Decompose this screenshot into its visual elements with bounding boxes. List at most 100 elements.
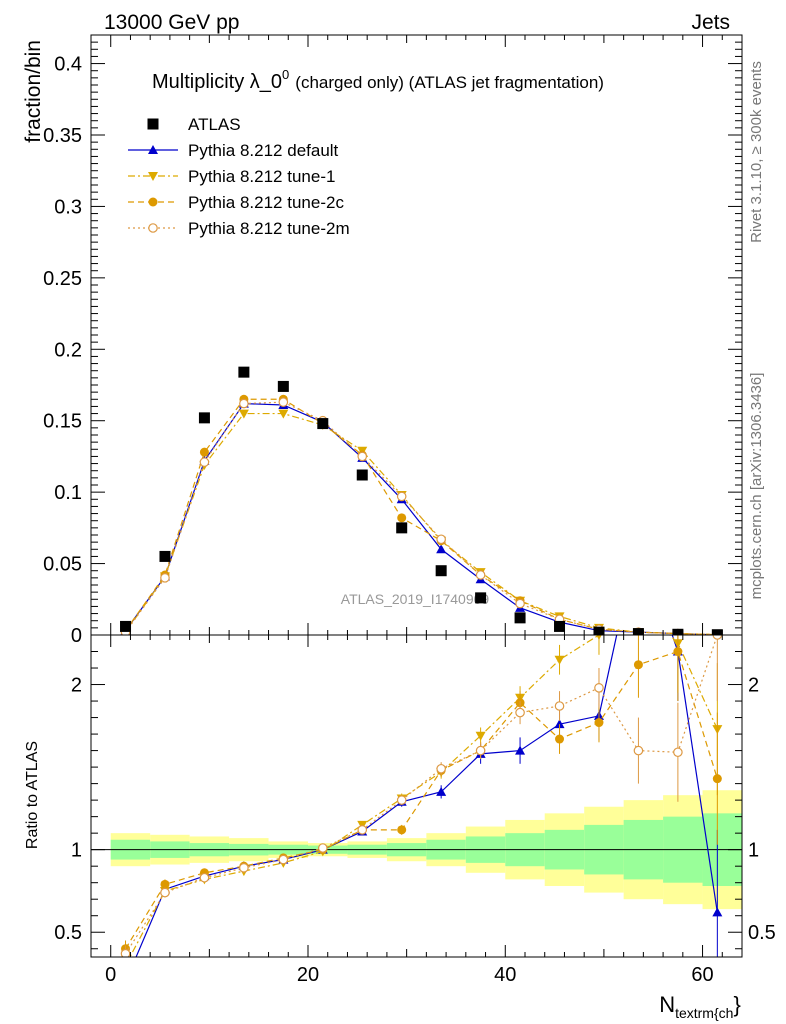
main-y-tick-label: 0.2 [54, 339, 82, 361]
main-y-tick-label: 0.1 [54, 482, 82, 504]
title-main: Multiplicity λ_0 [152, 71, 282, 93]
main-y-tick-label: 0.4 [54, 54, 82, 76]
main-series-point [436, 544, 447, 554]
main-series-point [515, 598, 525, 609]
main-y-tick-label: 0.25 [43, 268, 82, 290]
atlas-data-point [632, 628, 644, 635]
legend-marker [147, 118, 159, 130]
legend-marker [148, 172, 158, 181]
ratio-y-tick-label: 2 [71, 675, 82, 697]
ratio-series-point [633, 531, 643, 540]
legend-label: Pythia 8.212 default [188, 141, 339, 160]
mcplots-label: mcplots.cern.ch [arXiv:1306.3436] [748, 373, 765, 600]
main-series-point [199, 457, 210, 467]
ratio-series-point [397, 825, 407, 835]
atlas-data-point [238, 366, 250, 378]
ratio-series-point [633, 660, 643, 670]
ratio-y-tick-label-right: 0.5 [748, 922, 776, 944]
x-tick-label: 20 [297, 964, 319, 986]
x-axis-label: Ntextrm{ch} [659, 992, 741, 1021]
ratio-series-point [199, 872, 210, 883]
ratio-series-point [633, 598, 643, 607]
main-y-tick-label: 0.3 [54, 196, 82, 218]
atlas-data-point [120, 620, 132, 632]
ratio-series-line [135, 635, 718, 957]
atlas-data-point [159, 550, 171, 562]
ratio-series-line [129, 635, 718, 957]
ratio-y-tick-label: 0.5 [54, 922, 82, 944]
x-tick-label: 60 [691, 964, 713, 986]
atlas-data-point [435, 565, 447, 577]
main-y-tick-label: 0 [71, 625, 82, 647]
atlas-data-point [317, 418, 329, 430]
ratio-series-point [515, 745, 526, 755]
main-y-tick-label: 0.15 [43, 411, 82, 433]
ratio-series-point [160, 887, 170, 898]
atlas-data-point [356, 469, 368, 481]
ratio-series-point [396, 795, 407, 805]
atlas-data-point [396, 522, 408, 534]
atlas-data-point [514, 612, 526, 624]
ratio-series-point [317, 843, 328, 853]
main-series-point [160, 573, 170, 583]
ratio-series-point [673, 747, 683, 758]
main-series-point [238, 409, 249, 419]
ratio-y-tick-label-right: 2 [748, 675, 759, 697]
ratio-y-tick-label: 1 [71, 840, 82, 862]
ratio-series-point [121, 977, 131, 986]
ratio-series-point [357, 825, 368, 835]
x-axis-label-brace: } [733, 992, 740, 1017]
main-series-point [396, 491, 407, 502]
x-axis-label-main: N [659, 992, 675, 1017]
main-series-point [278, 409, 289, 419]
atlas-data-point [593, 626, 605, 635]
ratio-series-point [712, 774, 722, 784]
legend-label: Pythia 8.212 tune-2m [188, 219, 350, 238]
ratio-series-point [436, 786, 447, 796]
ratio-series-point [475, 745, 486, 756]
main-series-point [278, 397, 289, 407]
ratio-y-tick-label-right: 1 [748, 840, 759, 862]
atlas-data-point [198, 412, 210, 424]
ratio-series-line [125, 650, 718, 950]
ratio-series-point [594, 718, 604, 728]
main-ylabel: fraction/bin [22, 40, 45, 143]
ratio-series-point [475, 731, 486, 741]
legend-label: ATLAS [188, 115, 241, 134]
legend-marker [148, 145, 158, 154]
main-y-tick-label: 0.05 [43, 554, 82, 576]
legend-marker [148, 197, 158, 207]
atlas-data-point [711, 629, 723, 635]
ratio-series-point [555, 734, 565, 744]
ratio-series-point [596, 635, 602, 640]
main-series-point [397, 513, 407, 523]
ratio-series-point [554, 701, 565, 711]
ratio-series-point [554, 719, 565, 729]
rivet-label: Rivet 3.1.10, ≥ 300k events [748, 61, 765, 243]
ratio-series-point [673, 647, 683, 657]
header-right: Jets [691, 11, 730, 34]
ratio-series-point [594, 683, 604, 693]
legend-marker [148, 223, 158, 233]
atlas-data-point [475, 592, 487, 604]
ratio-series-point [121, 961, 131, 970]
title-sup: 0 [282, 67, 289, 82]
x-tick-label: 0 [105, 964, 116, 986]
main-series-point [436, 534, 446, 545]
ratio-series-point [633, 745, 644, 756]
watermark: ATLAS_2019_I1740909 [341, 591, 490, 607]
legend-label: Pythia 8.212 tune-2c [188, 193, 344, 212]
atlas-data-point [277, 380, 289, 392]
ratio-frame [90, 634, 743, 958]
ratio-series-point [160, 879, 170, 889]
main-series-point [199, 447, 209, 457]
ratio-series-point [515, 707, 525, 718]
main-series-point [357, 451, 368, 462]
legend-label: Pythia 8.212 tune-1 [188, 167, 335, 186]
ratio-series-point [436, 763, 446, 774]
atlas-data-point [672, 628, 684, 635]
ratio-series-point [278, 854, 289, 865]
ratio-series-point [239, 863, 249, 873]
main-series-line [125, 401, 718, 635]
